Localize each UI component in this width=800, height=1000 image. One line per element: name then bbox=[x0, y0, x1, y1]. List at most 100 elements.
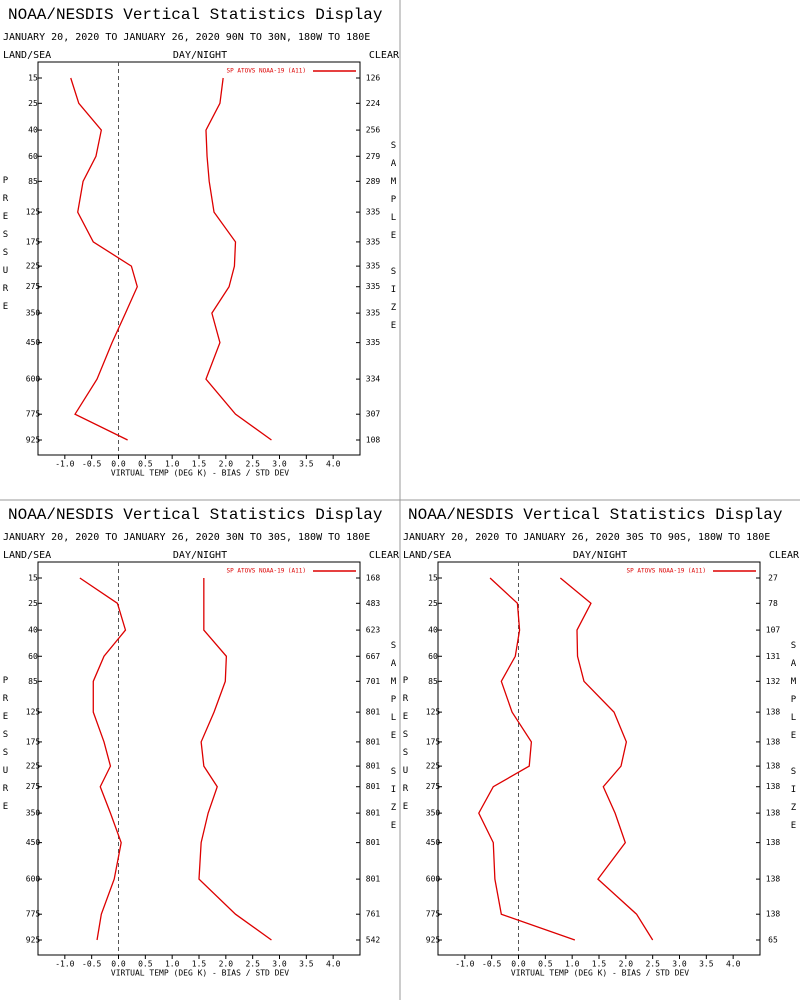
x-tick-label: 3.0 bbox=[272, 460, 287, 469]
legend-label: SP ATOVS NOAA-19 (A11) bbox=[627, 568, 706, 575]
sample-size-label: 335 bbox=[366, 338, 381, 347]
y-tick-label: 775 bbox=[426, 910, 441, 919]
std_dev-line bbox=[559, 577, 654, 941]
corner-label: CLEAR bbox=[769, 550, 800, 561]
sample-size-label: 801 bbox=[366, 762, 381, 771]
sample-size-label: 138 bbox=[766, 910, 781, 919]
sample-size-label: 667 bbox=[366, 652, 381, 661]
sample-size-label: 138 bbox=[766, 809, 781, 818]
x-tick-label: 1.0 bbox=[165, 960, 180, 969]
sample-size-label: 168 bbox=[366, 574, 381, 583]
y-tick-label: 600 bbox=[26, 875, 41, 884]
x-tick-label: 0.5 bbox=[538, 960, 553, 969]
sample-size-label: 138 bbox=[766, 708, 781, 717]
x-tick-label: 0.0 bbox=[111, 960, 126, 969]
y-tick-label: 350 bbox=[26, 309, 41, 318]
y-tick-label: 85 bbox=[28, 677, 38, 686]
y-tick-label: 600 bbox=[26, 375, 41, 384]
x-tick-label: 2.5 bbox=[245, 460, 260, 469]
std_dev-line bbox=[198, 578, 272, 941]
x-axis-label: VIRTUAL TEMP (DEG K) - BIAS / STD DEV bbox=[111, 969, 289, 978]
x-tick-label: 3.5 bbox=[699, 960, 714, 969]
y-tick-label: 175 bbox=[26, 737, 41, 746]
y-tick-label: 275 bbox=[26, 782, 41, 791]
y-tick-label: 925 bbox=[26, 436, 41, 445]
chart-title: NOAA/NESDIS Vertical Statistics Display bbox=[408, 506, 783, 524]
corner-label: DAY/NIGHT bbox=[173, 550, 227, 561]
y-tick-label: 125 bbox=[26, 208, 41, 217]
y-tick-label: 275 bbox=[26, 282, 41, 291]
y-tick-label: 15 bbox=[428, 574, 438, 583]
sample-size-label: 542 bbox=[366, 936, 381, 945]
corner-label: CLEAR bbox=[369, 550, 400, 561]
bias-line bbox=[79, 577, 127, 941]
x-tick-label: 1.5 bbox=[192, 960, 207, 969]
chart-subtitle: JANUARY 20, 2020 TO JANUARY 26, 2020 30S… bbox=[403, 532, 770, 543]
corner-label: DAY/NIGHT bbox=[573, 550, 627, 561]
y2-axis-label: SAMPLE SIZE bbox=[389, 141, 399, 339]
y-tick-label: 15 bbox=[28, 574, 38, 583]
x-tick-label: 4.0 bbox=[726, 960, 741, 969]
y-tick-label: 125 bbox=[26, 708, 41, 717]
sample-size-label: 335 bbox=[366, 208, 381, 217]
x-tick-label: 4.0 bbox=[326, 460, 341, 469]
sample-size-label: 279 bbox=[366, 152, 381, 161]
y-tick-label: 450 bbox=[26, 338, 41, 347]
sample-size-label: 224 bbox=[366, 99, 381, 108]
sample-size-label: 335 bbox=[366, 282, 381, 291]
sample-size-label: 801 bbox=[366, 782, 381, 791]
y-tick-label: 775 bbox=[26, 410, 41, 419]
sample-size-label: 126 bbox=[366, 74, 381, 83]
sample-size-label: 256 bbox=[366, 126, 381, 135]
corner-label: LAND/SEA bbox=[3, 550, 51, 561]
y-tick-label: 25 bbox=[28, 599, 38, 608]
y-tick-label: 85 bbox=[428, 677, 438, 686]
sample-size-label: 138 bbox=[766, 782, 781, 791]
x-tick-label: 0.0 bbox=[511, 960, 526, 969]
y-tick-label: 40 bbox=[28, 626, 38, 635]
x-tick-label: 2.5 bbox=[245, 960, 260, 969]
sample-size-label: 483 bbox=[366, 599, 381, 608]
y-tick-label: 60 bbox=[28, 652, 38, 661]
y-tick-label: 275 bbox=[426, 782, 441, 791]
legend-label: SP ATOVS NOAA-19 (A11) bbox=[227, 568, 306, 575]
y-tick-label: 225 bbox=[426, 762, 441, 771]
sample-size-label: 138 bbox=[766, 875, 781, 884]
y-tick-label: 175 bbox=[26, 237, 41, 246]
y-axis-label: PRESSURE bbox=[1, 676, 11, 820]
x-tick-label: 1.0 bbox=[165, 460, 180, 469]
sample-size-label: 138 bbox=[766, 762, 781, 771]
y-tick-label: 25 bbox=[428, 599, 438, 608]
y-tick-label: 25 bbox=[28, 99, 38, 108]
sample-size-label: 801 bbox=[366, 838, 381, 847]
x-tick-label: 0.5 bbox=[138, 460, 153, 469]
x-axis-label: VIRTUAL TEMP (DEG K) - BIAS / STD DEV bbox=[111, 469, 289, 478]
x-tick-label: -0.5 bbox=[482, 960, 501, 969]
x-tick-label: 1.0 bbox=[565, 960, 580, 969]
y-tick-label: 225 bbox=[26, 762, 41, 771]
x-tick-label: 2.5 bbox=[645, 960, 660, 969]
y-tick-label: 775 bbox=[26, 910, 41, 919]
corner-label: LAND/SEA bbox=[3, 50, 51, 61]
x-tick-label: 1.5 bbox=[192, 460, 207, 469]
x-tick-label: -1.0 bbox=[455, 960, 474, 969]
sample-size-label: 334 bbox=[366, 375, 381, 384]
sample-size-label: 108 bbox=[366, 436, 381, 445]
x-tick-label: 3.0 bbox=[672, 960, 687, 969]
sample-size-label: 335 bbox=[366, 262, 381, 271]
chart-title: NOAA/NESDIS Vertical Statistics Display bbox=[8, 6, 383, 24]
y-tick-label: 125 bbox=[426, 708, 441, 717]
y-tick-label: 60 bbox=[428, 652, 438, 661]
y2-axis-label: SAMPLE SIZE bbox=[789, 641, 799, 839]
y-tick-label: 600 bbox=[426, 875, 441, 884]
y-tick-label: 175 bbox=[426, 737, 441, 746]
sample-size-label: 307 bbox=[366, 410, 381, 419]
sample-size-label: 78 bbox=[768, 599, 778, 608]
x-tick-label: -1.0 bbox=[55, 960, 74, 969]
chart-title: NOAA/NESDIS Vertical Statistics Display bbox=[8, 506, 383, 524]
y-tick-label: 450 bbox=[26, 838, 41, 847]
bias-line bbox=[478, 577, 576, 941]
sample-size-label: 289 bbox=[366, 177, 381, 186]
y-tick-label: 925 bbox=[26, 936, 41, 945]
y-tick-label: 40 bbox=[28, 126, 38, 135]
